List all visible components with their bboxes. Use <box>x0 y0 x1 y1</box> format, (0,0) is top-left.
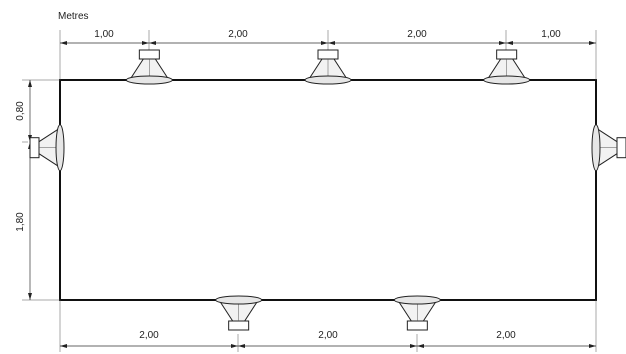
top-dim-label-1: 1,00 <box>94 29 114 40</box>
speaker-bottom-2 <box>393 295 441 331</box>
top-extension-lines <box>59 30 597 80</box>
speaker-right-1 <box>591 124 626 172</box>
speaker-top-1-lens <box>125 75 173 85</box>
top-dim-label-3: 2,00 <box>407 29 427 40</box>
speaker-left-1-box <box>29 137 40 159</box>
speaker-top-2 <box>304 49 352 85</box>
bottom-dimension-line <box>60 344 596 348</box>
speaker-top-2-box <box>317 49 339 60</box>
speaker-bottom-2-lens <box>393 295 441 305</box>
speaker-left-1-lens <box>55 124 65 172</box>
speaker-top-1 <box>125 49 173 85</box>
speakers-group <box>29 49 626 331</box>
speaker-bottom-1-box <box>228 320 250 331</box>
room-outline <box>59 79 597 301</box>
top-dim-label-2: 2,00 <box>228 29 248 40</box>
speaker-top-1-box <box>138 49 160 60</box>
speaker-bottom-2-box <box>406 320 428 331</box>
units-label: Metres <box>58 11 89 22</box>
left-dim-label-2: 1,80 <box>15 212 26 232</box>
left-dimension-line <box>22 79 60 301</box>
speaker-bottom-1-lens <box>215 295 263 305</box>
bottom-dim-label-3: 2,00 <box>496 330 516 341</box>
speaker-top-3 <box>483 49 531 85</box>
speaker-left-1 <box>29 124 65 172</box>
speaker-top-3-box <box>496 49 518 60</box>
speaker-right-1-lens <box>591 124 601 172</box>
left-dim-label-1: 0,80 <box>15 101 26 121</box>
bottom-extension-lines <box>59 300 597 352</box>
speaker-right-1-box <box>616 137 626 159</box>
speaker-top-2-lens <box>304 75 352 85</box>
speaker-bottom-1 <box>215 295 263 331</box>
top-dim-label-4: 1,00 <box>541 29 561 40</box>
speaker-top-3-lens <box>483 75 531 85</box>
bottom-dim-label-1: 2,00 <box>139 330 159 341</box>
top-dimension-line <box>60 41 596 45</box>
bottom-dim-label-2: 2,00 <box>318 330 338 341</box>
